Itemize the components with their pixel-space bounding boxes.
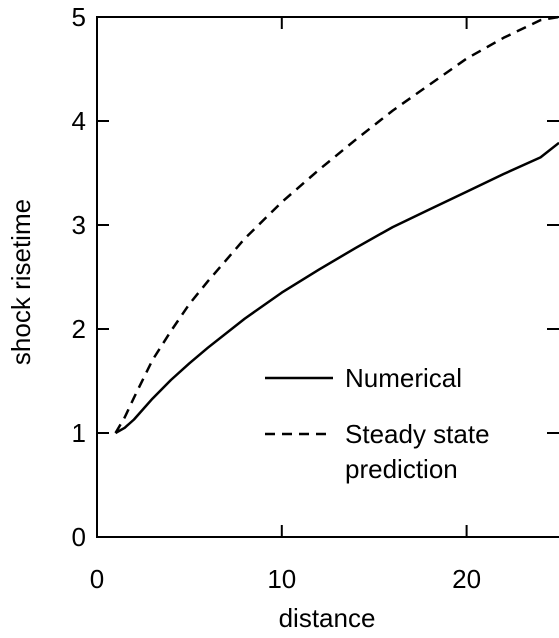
x-tick-label: 20 — [452, 564, 481, 594]
series-line-numerical — [114, 141, 559, 435]
x-tick-label: 0 — [90, 564, 104, 594]
legend-label: prediction — [345, 454, 458, 484]
plot-frame — [96, 16, 559, 538]
y-tick-label: 2 — [72, 314, 86, 344]
legend-label: Steady state — [345, 419, 490, 449]
y-tick-label: 1 — [72, 418, 86, 448]
legend: Numerical Steady state prediction — [265, 363, 490, 484]
y-axis-label: shock risetime — [6, 199, 36, 365]
y-tick-label: 4 — [72, 106, 86, 136]
axes: 0 10 20 0 1 2 3 4 5 — [72, 2, 559, 594]
y-tick-label: 5 — [72, 2, 86, 32]
y-tick-label: 3 — [72, 210, 86, 240]
x-axis-label: distance — [279, 603, 376, 633]
series-lines — [114, 15, 559, 435]
legend-label: Numerical — [345, 363, 462, 393]
y-tick-label: 0 — [72, 522, 86, 552]
x-tick-label: 10 — [267, 564, 296, 594]
series-line-steady-state — [114, 15, 559, 434]
